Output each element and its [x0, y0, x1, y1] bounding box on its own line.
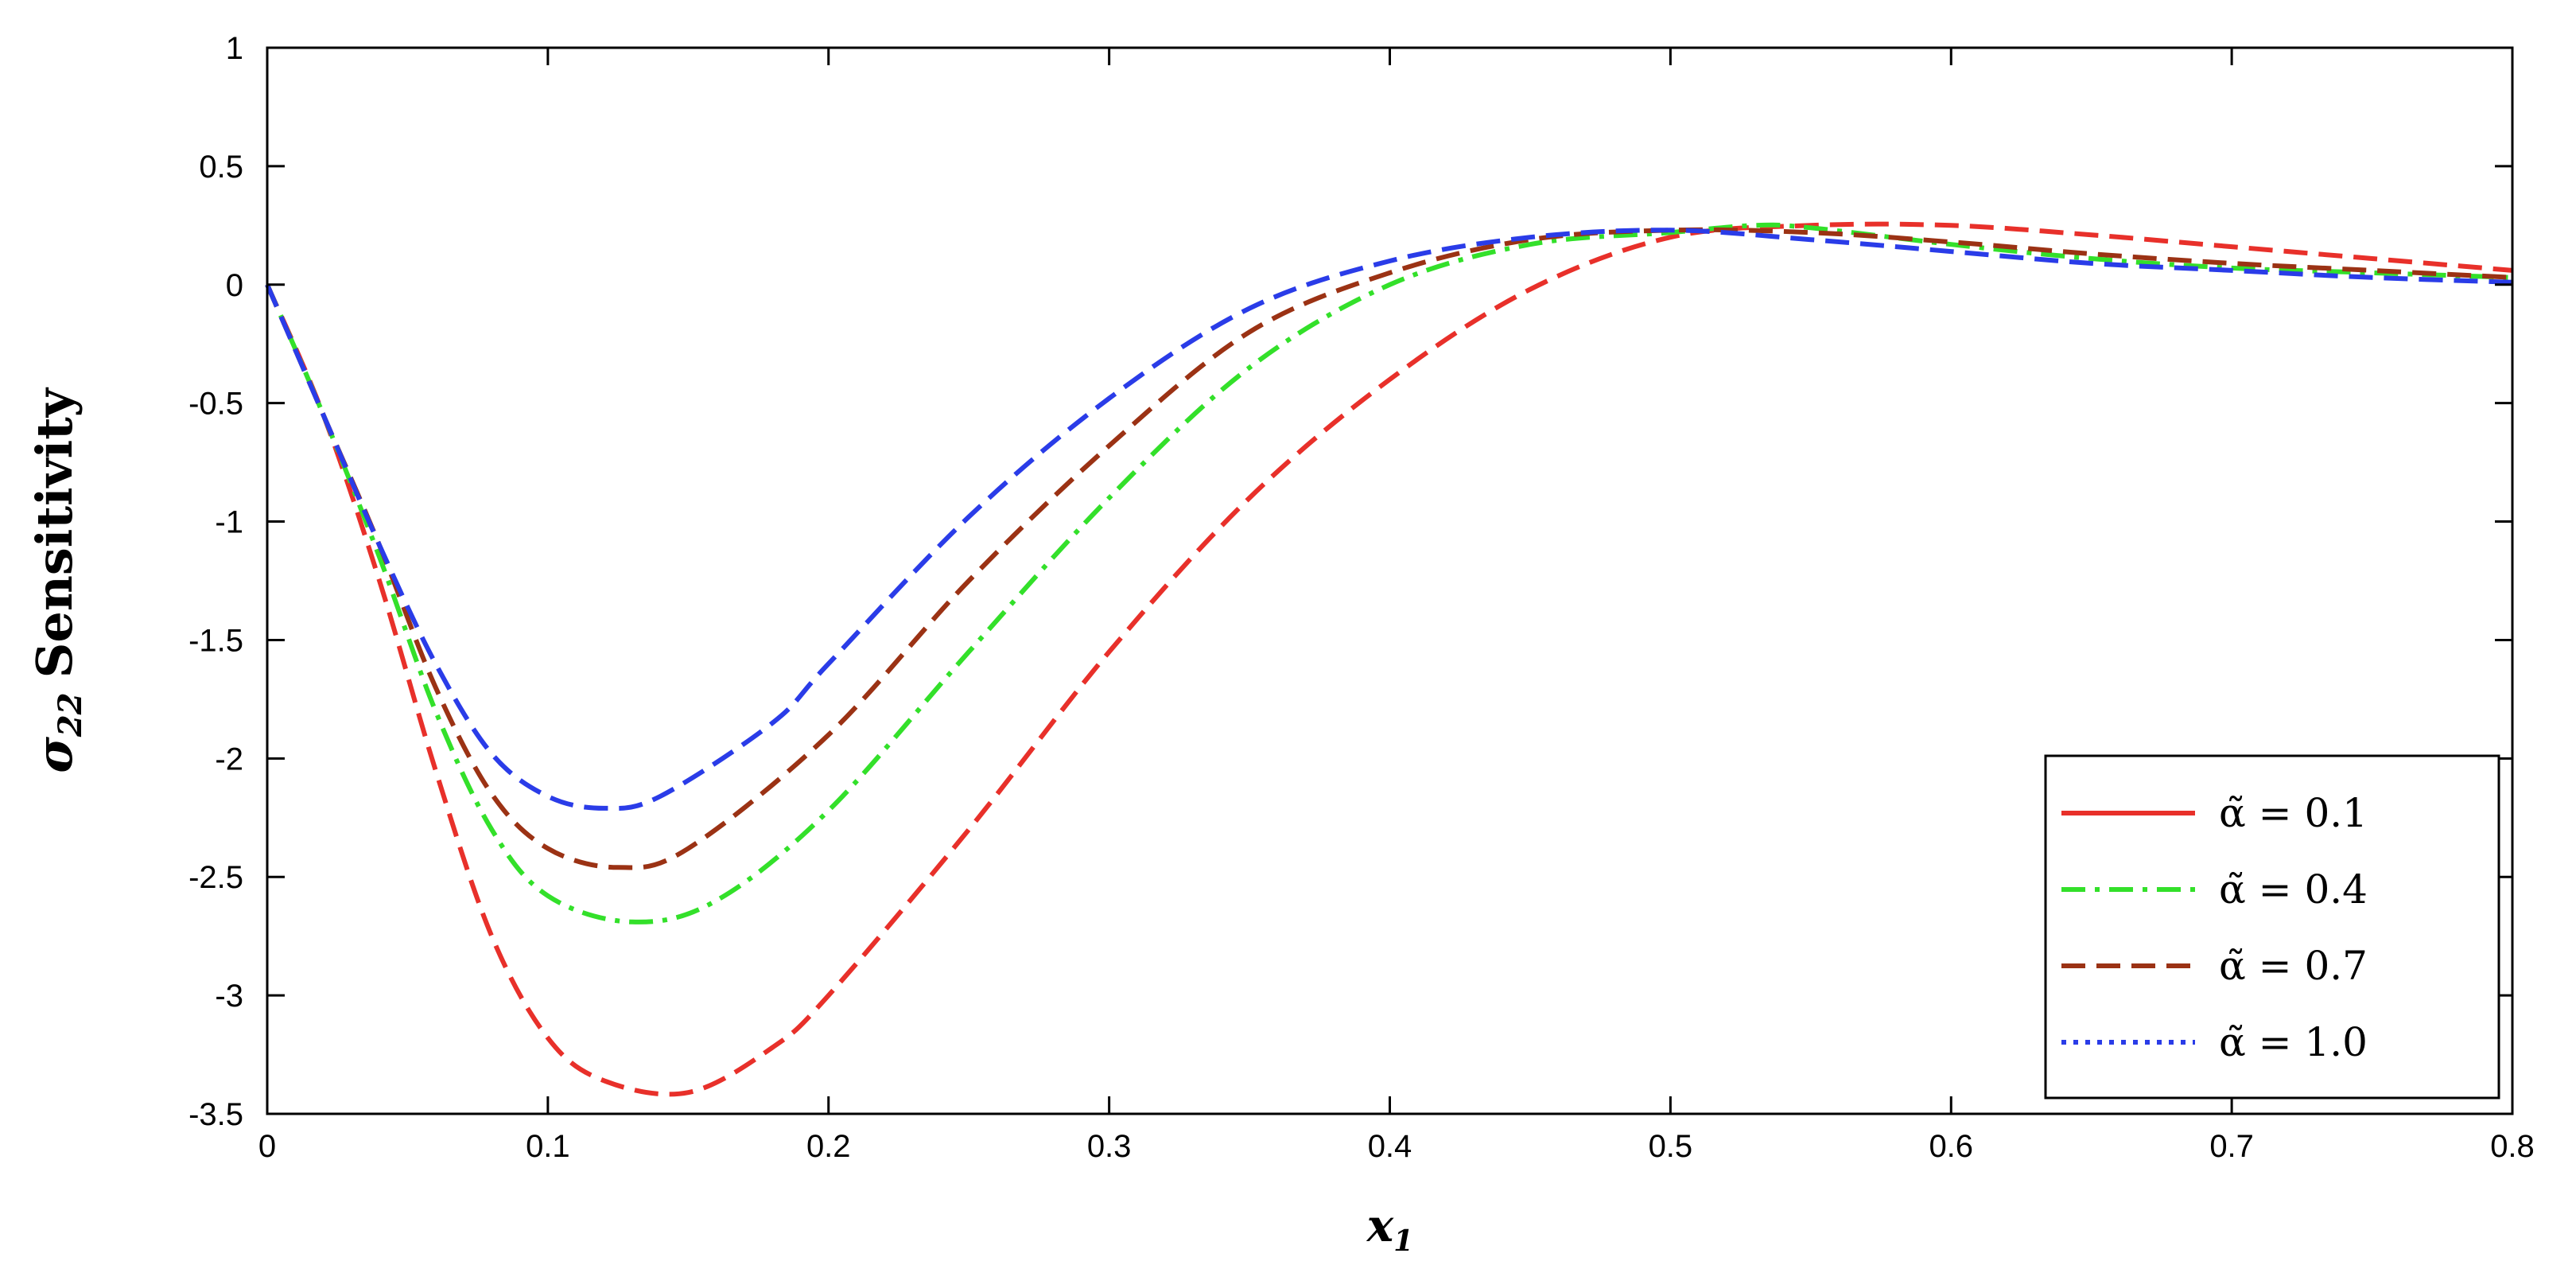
legend: α̃ = 0.1 α̃ = 0.4 α̃ = 0.7 α̃ = 1.0 — [2044, 754, 2500, 1100]
legend-label-4: α̃ = 1.0 — [2219, 1019, 2368, 1065]
x-axis-title-sub: 1 — [1393, 1224, 1413, 1258]
y-tick-label: -1.5 — [188, 623, 243, 658]
x-axis-ticks: 0 0.1 0.2 0.3 0.4 0.5 0.6 0.7 0.8 — [258, 48, 2535, 1164]
x-tick-label: 0.4 — [1368, 1129, 1412, 1164]
x-tick-label: 0.8 — [2490, 1129, 2535, 1164]
series-line-4 — [265, 228, 2513, 812]
x-axis-title: x1 — [1366, 1200, 1413, 1258]
series-line-1 — [265, 221, 2513, 1097]
y-tick-label: -2 — [215, 741, 243, 777]
y-tick-label: 0.5 — [199, 150, 243, 185]
x-tick-label: 0.2 — [806, 1129, 851, 1164]
legend-items: α̃ = 0.1 α̃ = 0.4 α̃ = 0.7 α̃ = 1.0 — [2061, 790, 2368, 1065]
x-axis-title-base: x — [1366, 1200, 1394, 1252]
series-line-2 — [265, 222, 2513, 924]
y-axis-title-rest: Sensitivity — [25, 387, 84, 678]
y-axis-title-base: σ — [25, 737, 84, 773]
y-axis-title: σ22 Sensitivity — [25, 387, 89, 773]
y-tick-label: -1 — [215, 505, 243, 540]
y-axis-ticks: 1 0.5 0 -0.5 -1 -1.5 -2 -2.5 -3 -3.5 — [188, 31, 2512, 1132]
legend-label-2: α̃ = 0.4 — [2219, 866, 2368, 913]
x-tick-label: 0.5 — [1649, 1129, 1693, 1164]
series-group — [265, 221, 2513, 1097]
y-tick-label: -0.5 — [188, 387, 243, 422]
x-tick-label: 0.6 — [1929, 1129, 1973, 1164]
y-tick-label: -3.5 — [188, 1097, 243, 1132]
legend-label-1: α̃ = 0.1 — [2219, 790, 2368, 836]
x-tick-label: 0.3 — [1087, 1129, 1132, 1164]
y-tick-label: -2.5 — [188, 860, 243, 895]
y-tick-label: 0 — [226, 268, 243, 303]
y-tick-label: 1 — [226, 31, 243, 66]
series-line-3 — [265, 227, 2513, 870]
y-tick-label: -3 — [215, 979, 243, 1014]
x-tick-label: 0 — [258, 1129, 276, 1164]
x-tick-label: 0.7 — [2209, 1129, 2254, 1164]
x-tick-label: 0.1 — [526, 1129, 570, 1164]
legend-label-3: α̃ = 0.7 — [2219, 943, 2368, 989]
y-axis-title-sub: 22 — [52, 692, 89, 738]
